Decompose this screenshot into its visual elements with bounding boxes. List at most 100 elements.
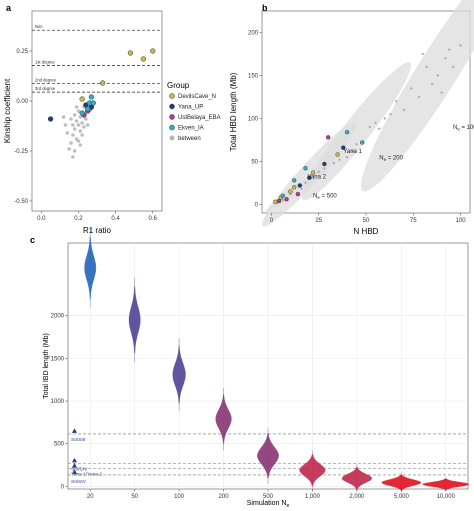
point-ekven xyxy=(88,94,95,100)
point-between xyxy=(82,125,86,129)
y-tick-label: 0.00 xyxy=(16,99,28,105)
x-tick-label: 20 xyxy=(87,494,94,500)
legend-swatch xyxy=(169,135,175,141)
point-between xyxy=(436,74,440,77)
x-tick-label: 100 xyxy=(174,494,185,500)
point-between xyxy=(71,123,75,127)
panel-a-x-axis-label: R1 ratio xyxy=(83,226,112,235)
panel-b-points xyxy=(273,44,462,205)
point-ekven xyxy=(291,178,297,183)
point-between xyxy=(84,117,88,121)
point-between xyxy=(338,158,341,161)
legend-label: UstBelaya_EBA xyxy=(178,115,221,121)
point-between xyxy=(80,121,84,125)
point-yana_up xyxy=(307,175,312,180)
point-between xyxy=(389,112,392,116)
panel-c-x-axis-label: Simulation Ne xyxy=(247,500,290,509)
x-tick-label: 50 xyxy=(363,218,370,224)
point-between xyxy=(72,149,77,153)
point-between xyxy=(402,108,406,112)
legend-title: Group xyxy=(167,81,190,90)
panel-b-annotations: Yana 1 Yana 2 Ne = 500 Ne = 200 Ne = 1000 xyxy=(307,125,474,200)
point-between xyxy=(383,117,387,120)
point-devils_cave xyxy=(288,189,293,194)
point-between xyxy=(85,123,90,127)
annotation-label: Ne = 200 xyxy=(379,156,403,163)
point-between xyxy=(451,65,455,69)
point-between xyxy=(78,129,83,133)
panel-a-y-axis-label: Kinship coefficient xyxy=(3,78,12,143)
reference-marker xyxy=(72,457,77,463)
point-devils_cave xyxy=(79,96,85,102)
point-between xyxy=(332,161,336,165)
point-yana_up xyxy=(47,116,54,122)
x-tick-label: 75 xyxy=(410,218,417,224)
threshold-label: twin xyxy=(35,24,43,29)
threshold-label: 1st degree xyxy=(35,60,55,65)
panel-a: a twin 1st degree 2nd degree 3rd degree 0.0… xyxy=(3,3,221,235)
panel-a-y-ticks: 0.25 0.00 -0.25 -0.50 xyxy=(14,49,32,205)
point-ekven xyxy=(280,193,285,199)
x-tick-label: 0 xyxy=(270,218,274,224)
x-tick-label: 200 xyxy=(219,494,230,500)
point-between xyxy=(65,131,70,135)
point-between xyxy=(304,181,307,185)
legend: DevilsCave_N Yana_UP UstBelaya_EBA Ekven_IA… xyxy=(169,93,221,142)
point-between xyxy=(378,127,381,130)
x-tick-label: 500 xyxy=(263,494,274,500)
x-tick-label: 2,000 xyxy=(349,494,365,500)
point-between xyxy=(74,105,79,109)
panel-b-x-axis-label: N HBD xyxy=(354,227,379,236)
point-between xyxy=(76,109,81,113)
point-between xyxy=(67,147,71,151)
reference-marker xyxy=(72,463,77,468)
x-tick-label: 0.2 xyxy=(74,216,83,222)
legend-swatch xyxy=(169,103,175,110)
point-between xyxy=(448,48,451,51)
panel-b-y-ticks: 0 50 100 150 200 xyxy=(248,30,262,208)
annotation-label: Yana 1 xyxy=(343,149,362,155)
y-tick-label: -0.25 xyxy=(14,149,28,155)
y-tick-label: 100 xyxy=(248,116,259,122)
point-between xyxy=(430,82,434,86)
reference-marker xyxy=(72,428,77,433)
x-tick-label: 25 xyxy=(315,218,322,224)
point-between xyxy=(61,115,66,119)
point-between xyxy=(410,87,413,90)
panel-a-points xyxy=(47,48,156,159)
panel-c-violins xyxy=(84,228,470,493)
point-yana_up xyxy=(341,145,346,150)
point-ust_belaya xyxy=(295,191,301,197)
point-yana_up xyxy=(297,183,303,188)
point-devils_cave xyxy=(140,56,147,62)
point-yana_up xyxy=(322,161,327,167)
point-between xyxy=(300,187,303,191)
point-between xyxy=(425,65,428,69)
point-between xyxy=(63,123,68,127)
point-devils_cave xyxy=(127,50,134,56)
point-ust_belaya xyxy=(284,197,289,202)
point-ekven xyxy=(79,110,85,116)
point-between xyxy=(368,125,371,129)
reference-label: SII/SIII xyxy=(71,437,85,443)
panel-a-label: a xyxy=(6,3,12,13)
x-tick-label: 0.6 xyxy=(149,216,158,222)
legend-swatch xyxy=(169,124,175,131)
x-tick-label: 5,000 xyxy=(394,494,410,500)
y-tick-label: 500 xyxy=(54,442,65,448)
point-between xyxy=(71,133,75,137)
point-devils_cave xyxy=(150,48,156,54)
y-tick-label: 2000 xyxy=(51,314,65,320)
point-ekven xyxy=(90,100,96,106)
point-between xyxy=(80,133,84,137)
point-between xyxy=(281,198,284,202)
panel-a-plot-frame xyxy=(31,10,163,212)
y-tick-label: 0 xyxy=(255,202,259,208)
point-devils_cave xyxy=(291,185,297,190)
simulation-ellipse xyxy=(361,0,474,192)
y-tick-label: 1500 xyxy=(51,356,65,362)
x-tick-label: 10,000 xyxy=(437,494,456,500)
